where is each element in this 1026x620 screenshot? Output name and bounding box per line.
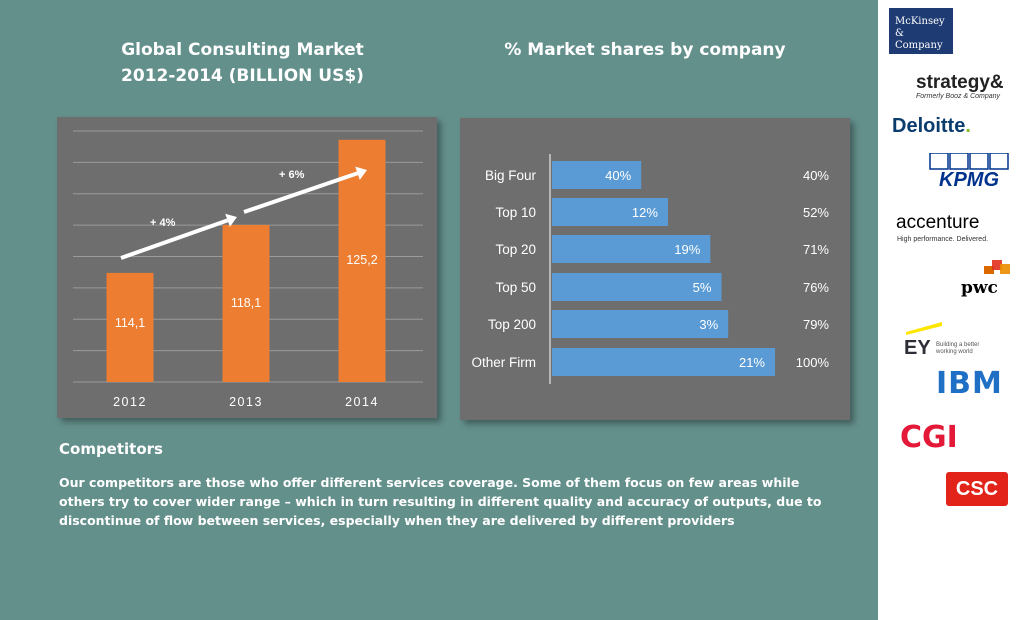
bar-2014 bbox=[338, 139, 386, 382]
share-category-label: Other Firm bbox=[471, 355, 536, 370]
ey-logo: EY bbox=[904, 322, 942, 356]
mckinsey-logo-line2: & Company bbox=[895, 28, 943, 51]
share-value-label: 3% bbox=[699, 317, 718, 332]
share-category-label: Big Four bbox=[485, 168, 537, 183]
cumulative-share-label: 71% bbox=[803, 242, 829, 257]
ibm-logo: IBM bbox=[936, 366, 1003, 401]
pwc-logo: pwc bbox=[961, 278, 998, 298]
kpmg-logo: KPMG bbox=[929, 153, 1009, 187]
share-bar-0 bbox=[552, 161, 642, 189]
ey-tagline: Building a better working world bbox=[936, 342, 980, 355]
market-chart-title-line1: Global Consulting Market bbox=[121, 40, 364, 60]
share-value-label: 12% bbox=[632, 205, 658, 220]
growth-arrow bbox=[243, 171, 359, 214]
growth-annotation: + 6% bbox=[279, 169, 305, 181]
bar-2013 bbox=[222, 224, 270, 382]
mckinsey-logo: McKinsey & Company bbox=[889, 8, 953, 54]
competitors-description: Our competitors are those who offer diff… bbox=[59, 475, 822, 528]
x-tick-label: 2014 bbox=[345, 395, 379, 409]
cumulative-share-label: 79% bbox=[803, 317, 829, 332]
ey-logo-text: EY bbox=[904, 337, 931, 356]
growth-arrow-head bbox=[225, 213, 237, 227]
deloitte-logo: Deloitte. bbox=[892, 115, 971, 138]
share-category-label: Top 10 bbox=[495, 205, 536, 220]
x-tick-label: 2012 bbox=[113, 395, 147, 409]
share-value-label: 19% bbox=[674, 242, 700, 257]
share-value-label: 40% bbox=[605, 168, 631, 183]
deloitte-logo-dot: . bbox=[965, 115, 971, 137]
market-chart-title: Global Consulting Market 2012-2014 (BILL… bbox=[85, 37, 400, 89]
bar-value-label: 114,1 bbox=[115, 316, 145, 330]
share-bar-3 bbox=[552, 273, 722, 301]
share-category-label: Top 20 bbox=[495, 242, 536, 257]
market-size-chart-panel: 114,1 2012 118,1 2013 125,2 2014 + 4% + 6% bbox=[57, 117, 437, 418]
cumulative-share-label: 100% bbox=[796, 355, 830, 370]
market-size-chart: 114,1 2012 118,1 2013 125,2 2014 + 4% + 6% bbox=[73, 130, 423, 409]
bar-2012 bbox=[106, 272, 154, 382]
strategy-and-tagline: Formerly Booz & Company bbox=[916, 93, 1001, 100]
market-chart-title-line2: 2012-2014 (BILLION US$) bbox=[121, 66, 364, 86]
mckinsey-logo-line1: McKinsey bbox=[895, 16, 945, 27]
competitors-heading: Competitors bbox=[59, 440, 163, 458]
slide-background: Global Consulting Market 2012-2014 (BILL… bbox=[0, 0, 878, 620]
market-share-chart: 40% Big Four 40% 12% Top 10 52% 19% Top 20 71% 5%… bbox=[471, 154, 830, 384]
cumulative-share-label: 76% bbox=[803, 280, 829, 295]
competitor-logos-column: McKinsey & Company strategy& Formerly Bo… bbox=[878, 0, 1026, 620]
share-value-label: 21% bbox=[739, 355, 765, 370]
share-value-label: 5% bbox=[693, 280, 712, 295]
cgi-logo: CGI bbox=[900, 420, 958, 455]
cumulative-share-label: 40% bbox=[803, 168, 829, 183]
market-share-chart-title: % Market shares by company bbox=[504, 40, 786, 60]
growth-arrow-head bbox=[355, 166, 367, 180]
deloitte-logo-text: Deloitte bbox=[892, 115, 966, 137]
kpmg-logo-text: KPMG bbox=[939, 169, 999, 187]
share-bar-2 bbox=[552, 235, 711, 263]
csc-logo: CSC bbox=[946, 472, 1008, 506]
share-bar-4 bbox=[552, 310, 729, 338]
market-share-chart-panel: 40% Big Four 40% 12% Top 10 52% 19% Top 20 71% 5%… bbox=[460, 118, 850, 420]
cumulative-share-label: 52% bbox=[803, 205, 829, 220]
share-bar-5 bbox=[552, 348, 775, 376]
accenture-logo: accenture bbox=[896, 212, 980, 233]
x-tick-label: 2013 bbox=[229, 395, 263, 409]
growth-arrow bbox=[120, 218, 229, 260]
strategy-and-logo: strategy& bbox=[916, 72, 1004, 93]
share-bar-1 bbox=[552, 198, 668, 226]
pwc-mark-icon bbox=[984, 260, 1010, 274]
bar-value-label: 118,1 bbox=[231, 296, 261, 310]
accenture-tagline: High performance. Delivered. bbox=[897, 236, 989, 243]
share-category-label: Top 200 bbox=[488, 317, 536, 332]
share-category-label: Top 50 bbox=[495, 280, 536, 295]
bar-value-label: 125,2 bbox=[346, 253, 377, 267]
growth-annotation: + 4% bbox=[150, 217, 176, 229]
